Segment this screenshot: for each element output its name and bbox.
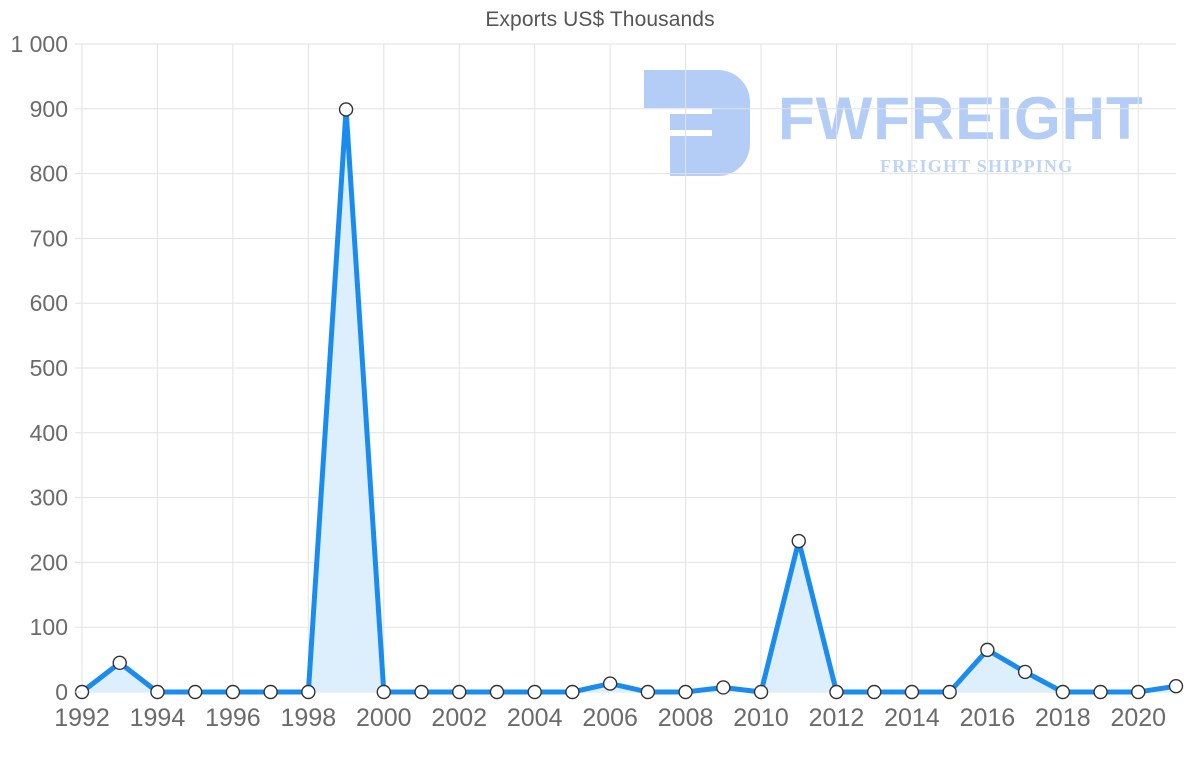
y-axis-tick-label: 600 — [30, 290, 68, 316]
data-point-marker[interactable] — [791, 533, 806, 549]
data-point-marker[interactable] — [1017, 664, 1033, 680]
data-point-marker[interactable] — [187, 684, 203, 700]
x-axis-tick-label: 1998 — [281, 704, 337, 732]
data-line — [79, 106, 1179, 695]
data-point-marker[interactable] — [376, 684, 391, 700]
data-point-marker[interactable] — [301, 684, 316, 700]
data-point-marker[interactable] — [489, 684, 505, 700]
data-point-marker[interactable] — [678, 684, 693, 700]
x-axis-tick-label: 1996 — [205, 704, 261, 732]
x-axis-tick-label: 1994 — [130, 704, 186, 732]
data-point-marker[interactable] — [112, 655, 127, 671]
data-point-marker[interactable] — [602, 676, 618, 691]
data-point-marker[interactable] — [867, 684, 882, 700]
x-axis-tick-label: 2002 — [431, 704, 487, 732]
y-axis-tick-label: 500 — [30, 355, 68, 381]
data-point-marker[interactable] — [338, 102, 354, 117]
y-axis-tick-label: 200 — [30, 549, 68, 575]
series-area — [82, 109, 1176, 692]
x-axis-tick-label: 2008 — [658, 704, 714, 732]
y-axis-tick-label: 100 — [30, 614, 68, 640]
y-axis-tick-label: 1 000 — [10, 31, 68, 57]
data-point-marker[interactable] — [716, 680, 731, 695]
y-axis-tick-label: 300 — [30, 485, 68, 511]
data-point-marker[interactable] — [452, 684, 467, 700]
data-point-marker[interactable] — [904, 684, 920, 700]
data-point-marker[interactable] — [565, 684, 580, 700]
data-point-marker[interactable] — [150, 684, 165, 700]
data-point-marker[interactable] — [1168, 678, 1184, 694]
data-point-marker[interactable] — [753, 684, 769, 700]
data-point-marker[interactable] — [1131, 684, 1146, 700]
data-point-marker[interactable] — [527, 684, 542, 700]
x-axis-labels: 1992 1994 1996 1998 2000 2002 2004 2006 2008 2010… — [54, 704, 1166, 732]
x-axis-tick-label: 2014 — [884, 704, 940, 732]
data-point-marker[interactable] — [414, 684, 429, 700]
x-axis-tick-label: 2018 — [1035, 704, 1091, 732]
y-axis-tick-label: 900 — [30, 96, 68, 122]
area-fill — [82, 109, 1176, 692]
x-axis-tick-label: 2006 — [582, 704, 638, 732]
data-point-marker[interactable] — [942, 684, 957, 700]
x-axis-tick-label: 1992 — [54, 704, 110, 732]
y-axis-tick-label: 700 — [30, 225, 68, 251]
chart-title: Exports US$ Thousands — [485, 8, 715, 31]
x-axis-tick-label: 2020 — [1110, 704, 1166, 732]
data-point-marker[interactable] — [980, 642, 995, 658]
y-axis-tick-label: 0 — [55, 679, 68, 705]
y-axis-labels: 0 100 200 300 400 500 600 700 800 900 1 000 — [10, 31, 82, 705]
x-axis-tick-label: 2000 — [356, 704, 412, 732]
y-axis-tick-label: 400 — [30, 420, 68, 446]
data-point-marker[interactable] — [1093, 684, 1108, 700]
data-point-marker[interactable] — [225, 684, 241, 700]
x-axis-tick-label: 2010 — [733, 704, 789, 732]
x-axis-tick-label: 2004 — [507, 704, 563, 732]
data-point-marker[interactable] — [640, 684, 656, 700]
data-markers — [74, 102, 1184, 700]
grid-lines — [81, 43, 1176, 693]
y-axis-tick-label: 800 — [30, 161, 68, 187]
data-point-marker[interactable] — [829, 684, 844, 700]
x-axis-tick-label: 2012 — [809, 704, 865, 732]
series-line — [79, 106, 1179, 695]
data-point-marker[interactable] — [1055, 684, 1071, 700]
x-axis-tick-label: 2016 — [960, 704, 1016, 732]
data-point-marker[interactable] — [263, 684, 278, 700]
